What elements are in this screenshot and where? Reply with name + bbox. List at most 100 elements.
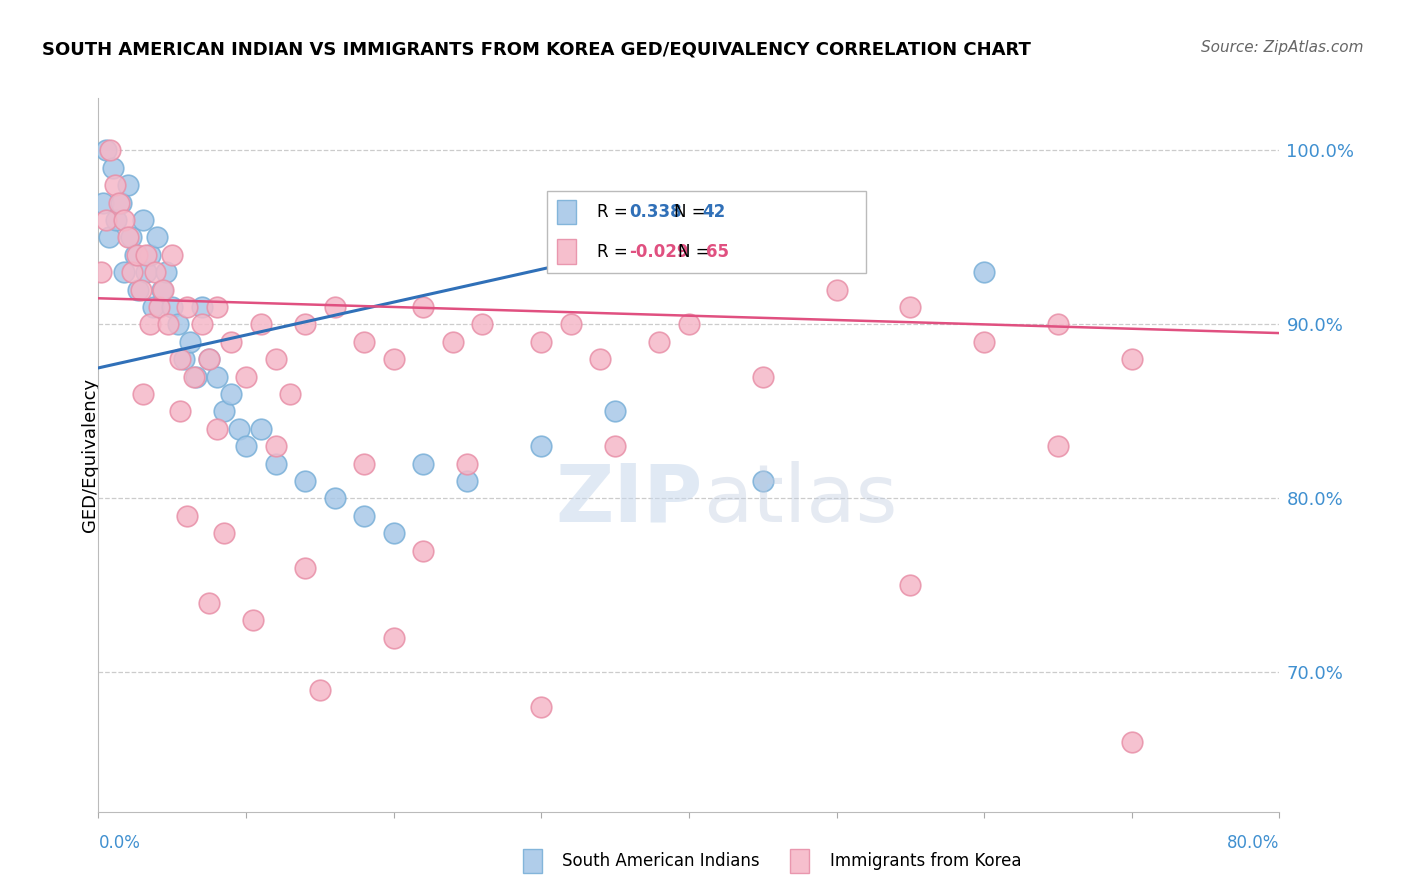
Point (162, 248, 184, 262)
Text: 0.0%: 0.0% (98, 834, 141, 852)
Point (120, 230, 142, 244)
Point (205, 300, 228, 314)
Point (973, 334, 995, 349)
Point (142, 300, 165, 314)
Text: -0.029: -0.029 (628, 243, 689, 260)
Point (221, 387, 243, 401)
Point (152, 283, 174, 297)
Point (294, 474, 316, 488)
Point (353, 334, 375, 349)
Point (752, 369, 775, 384)
Point (103, 161, 125, 175)
Text: R =: R = (596, 203, 627, 221)
Point (94, 213, 117, 227)
Text: Source: ZipAtlas.com: Source: ZipAtlas.com (1201, 40, 1364, 55)
Point (91, 195, 114, 210)
Point (294, 318, 316, 332)
Point (150, 283, 173, 297)
Point (605, 439, 627, 453)
Text: N =: N = (673, 203, 706, 221)
Point (139, 318, 162, 332)
Text: 80.0%: 80.0% (1227, 834, 1279, 852)
Point (382, 631, 405, 645)
Point (250, 318, 273, 332)
Text: SOUTH AMERICAN INDIAN VS IMMIGRANTS FROM KOREA GED/EQUIVALENCY CORRELATION CHART: SOUTH AMERICAN INDIAN VS IMMIGRANTS FROM… (42, 40, 1031, 58)
Point (97, 230, 120, 244)
Point (167, 318, 190, 332)
Point (382, 526, 405, 541)
Point (135, 248, 157, 262)
Point (825, 283, 848, 297)
Point (235, 439, 257, 453)
Point (900, 300, 922, 314)
Point (1047, 318, 1070, 332)
Point (235, 369, 257, 384)
Point (139, 248, 162, 262)
Point (162, 300, 184, 314)
Point (110, 195, 132, 210)
Point (382, 352, 405, 367)
Y-axis label: GED/Equivalency: GED/Equivalency (82, 378, 98, 532)
Point (94, 144, 117, 158)
Point (412, 300, 434, 314)
Point (176, 300, 198, 314)
Point (176, 508, 198, 523)
Point (900, 578, 922, 592)
Point (353, 508, 375, 523)
Point (198, 352, 221, 367)
Point (90, 265, 112, 279)
Point (412, 457, 434, 471)
Point (242, 613, 264, 627)
Point (264, 352, 287, 367)
Point (309, 682, 332, 697)
Point (105, 213, 128, 227)
Point (264, 457, 287, 471)
Point (648, 334, 671, 349)
Point (169, 352, 191, 367)
Point (530, 334, 553, 349)
Text: R =: R = (596, 243, 627, 260)
Point (1121, 352, 1143, 367)
Point (104, 178, 127, 193)
Point (169, 404, 191, 418)
Point (1047, 439, 1070, 453)
Point (198, 596, 221, 610)
Point (294, 561, 316, 575)
Point (530, 439, 553, 453)
Point (127, 283, 149, 297)
Point (457, 474, 479, 488)
Point (132, 213, 155, 227)
Point (173, 352, 195, 367)
Point (179, 334, 201, 349)
Point (146, 230, 169, 244)
Text: 42: 42 (702, 203, 725, 221)
Point (530, 700, 553, 714)
Point (228, 422, 250, 436)
Point (108, 195, 131, 210)
Point (973, 265, 995, 279)
Point (112, 265, 135, 279)
Point (191, 300, 214, 314)
Point (212, 526, 235, 541)
Point (205, 369, 228, 384)
Point (205, 422, 228, 436)
Point (191, 318, 214, 332)
Point (148, 300, 170, 314)
Point (412, 543, 434, 558)
Text: Immigrants from Korea: Immigrants from Korea (830, 852, 1021, 870)
Point (471, 318, 494, 332)
Point (678, 318, 700, 332)
Point (589, 352, 612, 367)
Point (221, 334, 243, 349)
Point (605, 404, 627, 418)
Point (156, 318, 179, 332)
Point (1121, 735, 1143, 749)
Point (135, 265, 157, 279)
Point (560, 318, 582, 332)
Point (323, 491, 346, 506)
Point (112, 213, 135, 227)
Text: 65: 65 (706, 243, 730, 260)
Point (184, 369, 207, 384)
Point (117, 230, 139, 244)
Point (143, 265, 166, 279)
